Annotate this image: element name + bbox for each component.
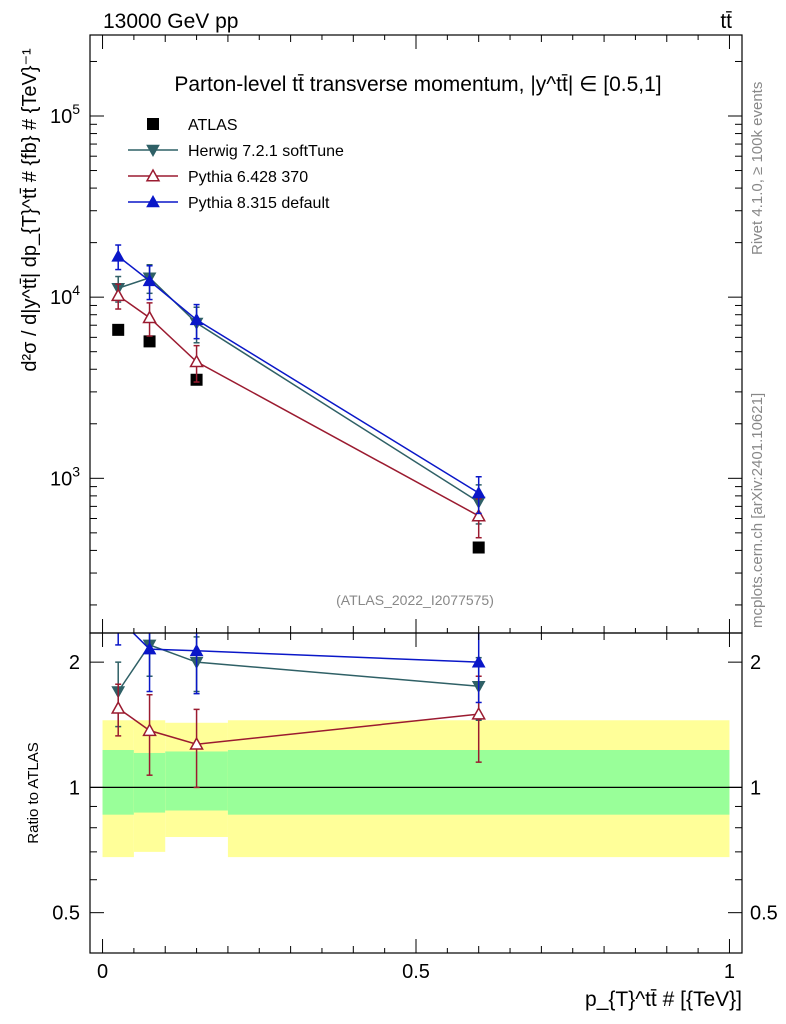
data-point bbox=[142, 310, 157, 324]
legend-marker bbox=[146, 194, 160, 208]
ratio-point bbox=[471, 655, 486, 668]
data-point bbox=[112, 323, 125, 336]
ratio-panel: 0.5 0.5 1 1 2 2 0 0.5 1 bbox=[52, 612, 778, 983]
series-atlas bbox=[112, 323, 485, 554]
process-label: tt̄ bbox=[720, 10, 732, 33]
data-point bbox=[110, 288, 126, 302]
ratio-series-pythia-6-428-370 bbox=[110, 675, 486, 789]
ratio-ytick-label-right: 2 bbox=[750, 652, 761, 674]
legend: ATLAS Herwig 7.2.1 softTune Pythia 6.428 3… bbox=[128, 117, 344, 212]
ratio-line bbox=[117, 707, 479, 745]
series-line bbox=[117, 276, 480, 503]
ratio-ytick-label-left: 0.5 bbox=[52, 903, 80, 925]
data-point bbox=[111, 249, 126, 262]
data-point bbox=[471, 508, 486, 522]
energy-label: 13000 GeV pp bbox=[103, 10, 238, 33]
legend-label: Herwig 7.2.1 softTune bbox=[188, 143, 344, 160]
legend-label: Pythia 6.428 370 bbox=[188, 169, 308, 186]
ratio-line bbox=[132, 633, 479, 663]
data-point bbox=[471, 485, 486, 499]
analysis-watermark: (ATLAS_2022_I2077575) bbox=[336, 592, 494, 608]
legend-item: Herwig 7.2.1 softTune bbox=[128, 143, 344, 160]
ratio-point bbox=[189, 736, 204, 750]
legend-marker bbox=[146, 144, 160, 158]
ratio-line bbox=[117, 644, 479, 692]
data-point bbox=[189, 354, 204, 368]
ratio-ytick-label-left: 1 bbox=[69, 777, 80, 799]
ratio-point bbox=[142, 722, 157, 737]
ratio-point bbox=[112, 612, 124, 623]
main-ytick-label: 105 bbox=[50, 101, 80, 128]
legend-item: Pythia 8.315 default bbox=[128, 194, 330, 212]
x-tick-label: 0 bbox=[97, 961, 108, 983]
main-ylabel: d²σ / d|y^tt̄| dp_{T}^tt̄ # {fb} # {TeV}… bbox=[19, 48, 41, 372]
data-point bbox=[142, 273, 157, 287]
main-ytick-label: 103 bbox=[50, 463, 80, 490]
ratio-point bbox=[189, 643, 204, 657]
uncertainty-band-inner bbox=[102, 749, 134, 815]
ratio-series-herwig-7-2-1-softtune bbox=[111, 633, 486, 728]
main-panel: 103 104 105 Parton-level tt̄ transverse mo… bbox=[50, 34, 743, 634]
rivet-label: Rivet 4.1.0, ≥ 100k events bbox=[749, 82, 766, 255]
data-point bbox=[189, 312, 204, 326]
x-tick-label: 1 bbox=[724, 961, 735, 983]
legend-item: ATLAS bbox=[147, 117, 238, 134]
series-pythia-8-315-default bbox=[111, 244, 486, 515]
ratio-series-pythia-8-315-default bbox=[112, 612, 486, 704]
x-tick-label: 0.5 bbox=[402, 961, 430, 983]
ratio-ytick-label-left: 2 bbox=[69, 652, 80, 674]
legend-marker bbox=[147, 118, 159, 130]
mcplots-label: mcplots.cern.ch [arXiv:2401.10621] bbox=[749, 393, 766, 628]
legend-label: ATLAS bbox=[188, 117, 238, 134]
ratio-point bbox=[110, 700, 126, 714]
series-line bbox=[117, 294, 480, 517]
series-herwig-7-2-1-softtune bbox=[111, 263, 486, 525]
ratio-ylabel: Ratio to ATLAS bbox=[25, 742, 42, 843]
data-point bbox=[143, 335, 156, 348]
ratio-point bbox=[142, 642, 157, 655]
series-pythia-6-428-370 bbox=[110, 283, 486, 539]
legend-label: Pythia 8.315 default bbox=[188, 195, 330, 212]
chart-title: Parton-level tt̄ transverse momentum, |y… bbox=[174, 73, 661, 96]
ratio-ytick-label-right: 1 bbox=[750, 777, 761, 799]
legend-marker bbox=[145, 168, 161, 182]
data-point bbox=[472, 541, 485, 554]
main-ytick-label: 104 bbox=[50, 282, 80, 309]
ratio-series bbox=[110, 612, 486, 789]
legend-item: Pythia 6.428 370 bbox=[128, 168, 308, 186]
x-axis-label: p_{T}^tt̄ # [{TeV}] bbox=[585, 988, 742, 1011]
series-line bbox=[117, 255, 480, 494]
ratio-point bbox=[471, 706, 486, 720]
ratio-ytick-label-right: 0.5 bbox=[750, 903, 778, 925]
